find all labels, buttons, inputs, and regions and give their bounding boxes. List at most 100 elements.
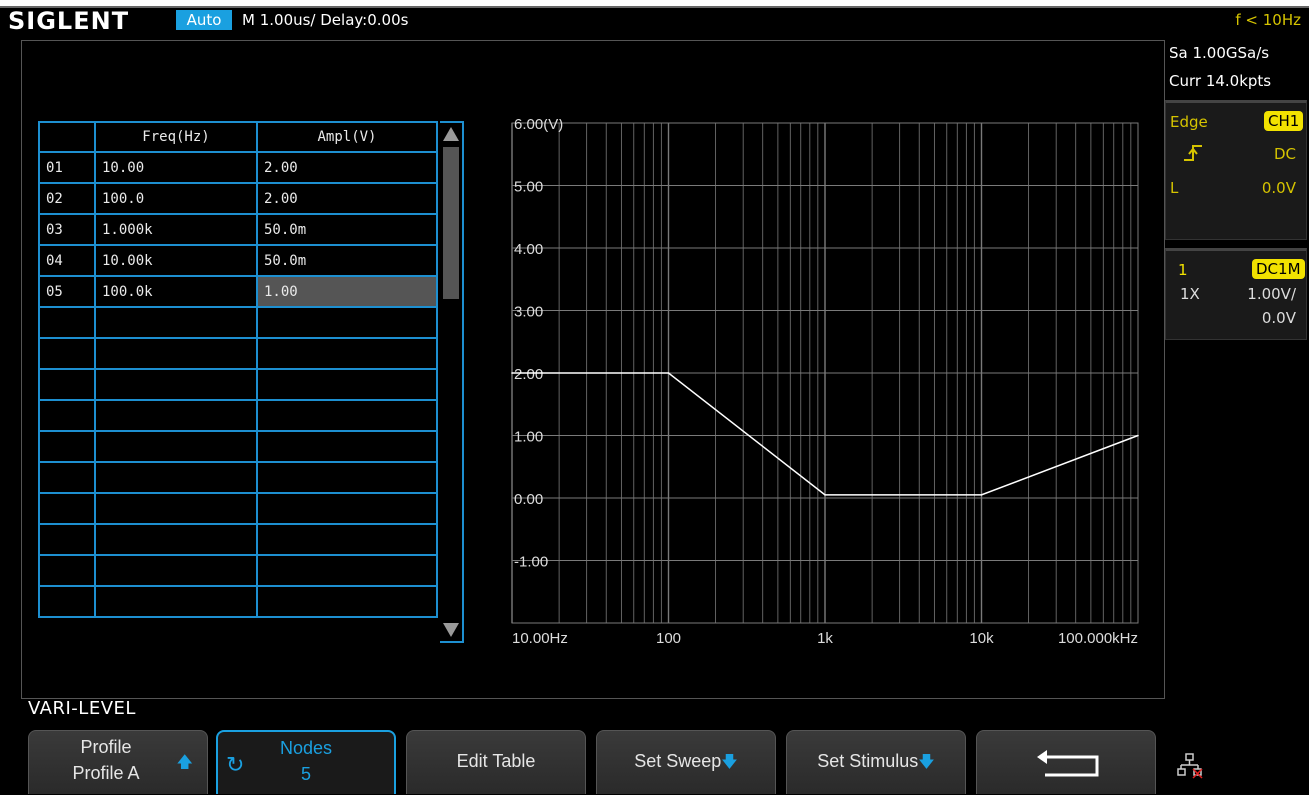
table-row[interactable]: 04 10.00k 50.0m [38, 244, 438, 277]
channel-offset: 0.0V [1261, 309, 1296, 327]
table-row[interactable]: 02 100.0 2.00 [38, 182, 438, 215]
scroll-down-arrow-icon[interactable] [443, 623, 459, 637]
set-sweep-softkey[interactable]: Set Sweep🡇 [596, 730, 776, 794]
freq-cell[interactable]: 1.000k [94, 213, 258, 246]
row-index-cell: 02 [38, 182, 96, 215]
freq-cell[interactable] [94, 461, 258, 494]
scroll-up-arrow-icon[interactable] [443, 127, 459, 141]
freq-cell[interactable]: 100.0k [94, 275, 258, 308]
menu-title: VARI-LEVEL [28, 698, 136, 719]
table-row[interactable]: 03 1.000k 50.0m [38, 213, 438, 246]
table-row[interactable] [38, 337, 438, 370]
nodes-key-label: Nodes [279, 738, 333, 758]
table-row[interactable] [38, 554, 438, 587]
ampl-cell[interactable] [256, 585, 438, 618]
row-index-cell: 04 [38, 244, 96, 277]
timebase-readout[interactable]: M 1.00us/ Delay:0.00s [242, 11, 409, 29]
table-row[interactable] [38, 523, 438, 556]
table-row[interactable]: 01 10.00 2.00 [38, 151, 438, 184]
ampl-cell[interactable] [256, 492, 438, 525]
table-row[interactable] [38, 461, 438, 494]
trigger-level: 0.0V [1261, 179, 1296, 197]
table-row[interactable]: 05 100.0k 1.00 [38, 275, 438, 308]
channel-coupling-badge: DC1M [1252, 259, 1305, 279]
freq-cell[interactable]: 10.00 [94, 151, 258, 184]
set-stimulus-softkey[interactable]: Set Stimulus🡇 [786, 730, 966, 794]
y-tick-label: 2.00 [514, 366, 543, 383]
ampl-cell[interactable]: 2.00 [256, 182, 438, 215]
set-stimulus-label: Set Stimulus [817, 751, 919, 771]
ampl-cell[interactable] [256, 368, 438, 401]
return-softkey[interactable] [976, 730, 1156, 794]
freq-cell[interactable] [94, 492, 258, 525]
row-index-cell [38, 461, 96, 494]
sample-rate: Sa 1.00GSa/s [1169, 44, 1270, 62]
profile-key-value: Profile A [72, 763, 140, 783]
ampl-cell[interactable]: 50.0m [256, 244, 438, 277]
profile-softkey[interactable]: Profile Profile A 🡅 [28, 730, 208, 794]
trigger-type: Edge [1170, 113, 1208, 131]
ampl-cell[interactable] [256, 554, 438, 587]
freq-cell[interactable] [94, 554, 258, 587]
ampl-cell[interactable]: 1.00 [256, 275, 438, 308]
ampl-cell[interactable] [256, 337, 438, 370]
acquire-mode-badge[interactable]: Auto [176, 10, 232, 30]
softkey-bar: Profile Profile A 🡅 ↻ Nodes 5 Edit Table… [28, 726, 1309, 795]
current-points: Curr 14.0kpts [1169, 72, 1272, 90]
freq-cell[interactable] [94, 399, 258, 432]
ampl-cell[interactable] [256, 430, 438, 463]
table-row[interactable] [38, 430, 438, 463]
profile-node-point [511, 372, 513, 374]
y-tick-label: 6.00(V) [514, 119, 563, 133]
rising-edge-icon [1184, 145, 1202, 161]
trigger-level-label: L [1170, 179, 1179, 197]
profile-chart: 6.00(V) 5.00 4.00 3.00 2.00 1.00 0.00 -1.00 10.0… [511, 119, 1139, 647]
nodes-key-value: 5 [300, 764, 311, 784]
freq-cell[interactable] [94, 337, 258, 370]
freq-cell[interactable] [94, 306, 258, 339]
table-row[interactable] [38, 585, 438, 618]
table-row[interactable] [38, 306, 438, 339]
freq-cell[interactable] [94, 430, 258, 463]
ampl-cell[interactable] [256, 523, 438, 556]
table-scrollbar[interactable] [440, 121, 464, 643]
trigger-box[interactable]: Edge CH1 DC L 0.0V [1165, 100, 1307, 240]
freq-cell[interactable] [94, 523, 258, 556]
ampl-cell[interactable] [256, 461, 438, 494]
right-info-panel: Sa 1.00GSa/s Curr 14.0kpts Edge CH1 DC L… [1165, 40, 1309, 780]
rotate-knob-icon: ↻ [226, 752, 245, 777]
table-header-row: Freq(Hz) Ampl(V) [38, 121, 438, 153]
ampl-cell[interactable]: 2.00 [256, 151, 438, 184]
channel-1-box[interactable]: 1 DC1M 1X 1.00V/ 0.0V [1165, 248, 1307, 340]
arrow-up-icon: 🡅 [176, 754, 193, 771]
ampl-cell[interactable]: 50.0m [256, 213, 438, 246]
nodes-softkey[interactable]: ↻ Nodes 5 [216, 730, 396, 794]
y-tick-label: -1.00 [514, 554, 548, 571]
column-header-index [38, 121, 96, 153]
oscilloscope-screen: SIGLENT Auto M 1.00us/ Delay:0.00s f < 1… [0, 6, 1309, 795]
scroll-thumb[interactable] [443, 147, 459, 299]
freq-cell[interactable] [94, 368, 258, 401]
row-index-cell: 01 [38, 151, 96, 184]
arrow-down-icon: 🡇 [721, 754, 738, 771]
edit-table-softkey[interactable]: Edit Table [406, 730, 586, 794]
row-index-cell [38, 306, 96, 339]
frequency-readout: f < 10Hz [1235, 11, 1301, 29]
freq-cell[interactable]: 10.00k [94, 244, 258, 277]
table-row[interactable] [38, 399, 438, 432]
edit-table-label: Edit Table [456, 751, 536, 771]
freq-cell[interactable]: 100.0 [94, 182, 258, 215]
freq-cell[interactable] [94, 585, 258, 618]
row-index-cell [38, 399, 96, 432]
nodes-table[interactable]: Freq(Hz) Ampl(V) 01 10.00 2.00 02 100.0 2.00 0… [38, 121, 438, 618]
channel-number: 1 [1178, 261, 1188, 279]
ampl-cell[interactable] [256, 306, 438, 339]
y-tick-label: 1.00 [514, 429, 543, 446]
return-arrow-icon [1037, 750, 1099, 777]
ampl-cell[interactable] [256, 399, 438, 432]
table-row[interactable] [38, 368, 438, 401]
table-row[interactable] [38, 492, 438, 525]
y-tick-label: 3.00 [514, 304, 543, 321]
brand-logo: SIGLENT [8, 7, 130, 35]
profile-key-label: Profile [80, 737, 132, 757]
